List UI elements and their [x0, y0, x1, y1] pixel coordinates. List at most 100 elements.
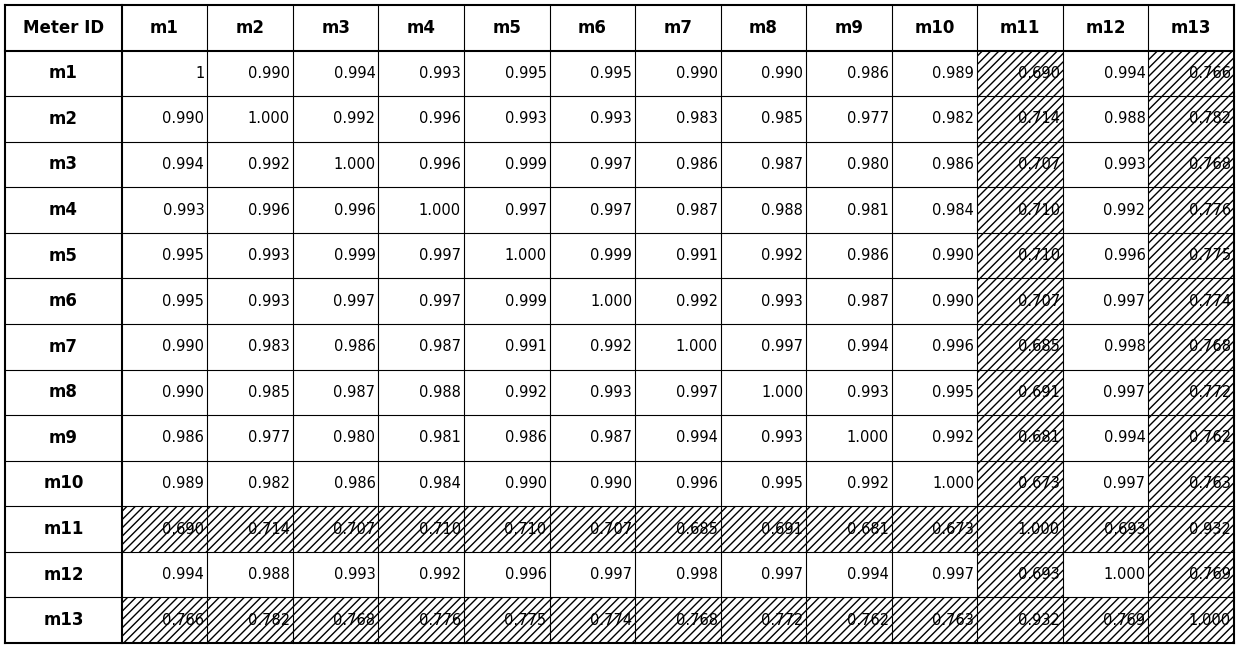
Bar: [978, 5, 1063, 51]
Text: m7: m7: [663, 19, 693, 37]
Bar: [550, 506, 636, 552]
Bar: [1063, 96, 1149, 142]
Bar: [892, 96, 978, 142]
Bar: [1149, 187, 1234, 233]
Text: 0.988: 0.988: [1104, 111, 1145, 126]
Text: 0.997: 0.997: [761, 340, 803, 354]
Bar: [1149, 279, 1234, 324]
Text: 0.982: 0.982: [248, 476, 290, 491]
Text: 0.997: 0.997: [419, 248, 461, 263]
Text: 0.775: 0.775: [504, 613, 546, 628]
Text: m1: m1: [150, 19, 178, 37]
Text: 0.993: 0.993: [162, 203, 204, 218]
Bar: [1063, 279, 1149, 324]
Text: 0.994: 0.994: [162, 567, 204, 582]
Text: 0.768: 0.768: [675, 613, 717, 628]
Bar: [378, 369, 463, 415]
Bar: [463, 552, 550, 597]
Bar: [463, 51, 550, 96]
Bar: [463, 96, 550, 142]
Bar: [292, 415, 378, 461]
Text: m5: m5: [492, 19, 522, 37]
Text: 0.774: 0.774: [1189, 294, 1232, 308]
Text: 0.707: 0.707: [333, 522, 375, 537]
Bar: [978, 415, 1063, 461]
Text: 0.987: 0.987: [846, 294, 888, 308]
Text: 0.986: 0.986: [675, 157, 717, 172]
Text: 0.995: 0.995: [933, 385, 974, 400]
Text: 0.768: 0.768: [1189, 157, 1232, 172]
Bar: [292, 5, 378, 51]
Text: m9: m9: [48, 429, 78, 447]
Bar: [1149, 461, 1234, 506]
Bar: [550, 233, 636, 279]
Text: 0.984: 0.984: [419, 476, 461, 491]
Text: 0.693: 0.693: [1018, 567, 1059, 582]
Bar: [721, 324, 807, 369]
Bar: [550, 5, 636, 51]
Text: m11: m11: [43, 520, 83, 538]
Bar: [721, 233, 807, 279]
Bar: [463, 142, 550, 187]
Text: 0.994: 0.994: [1104, 430, 1145, 445]
Bar: [550, 187, 636, 233]
Bar: [463, 233, 550, 279]
Text: 0.996: 0.996: [504, 567, 546, 582]
Bar: [978, 506, 1063, 552]
Text: 0.987: 0.987: [590, 430, 632, 445]
Text: 0.673: 0.673: [1018, 476, 1059, 491]
Text: 0.690: 0.690: [162, 522, 204, 537]
Text: m2: m2: [48, 110, 78, 128]
Bar: [121, 142, 207, 187]
Text: 0.714: 0.714: [1018, 111, 1059, 126]
Bar: [892, 415, 978, 461]
Bar: [978, 597, 1063, 643]
Text: 0.993: 0.993: [762, 430, 803, 445]
Bar: [636, 5, 721, 51]
Bar: [807, 506, 892, 552]
Text: 0.986: 0.986: [333, 476, 375, 491]
Bar: [207, 233, 292, 279]
Text: 0.996: 0.996: [675, 476, 717, 491]
Bar: [463, 506, 550, 552]
Text: m2: m2: [235, 19, 265, 37]
Bar: [207, 597, 292, 643]
Text: 0.985: 0.985: [761, 111, 803, 126]
Bar: [721, 552, 807, 597]
Bar: [721, 96, 807, 142]
Bar: [1063, 506, 1149, 552]
Bar: [1149, 96, 1234, 142]
Text: 1.000: 1.000: [1103, 567, 1145, 582]
Bar: [1149, 369, 1234, 415]
Text: 0.997: 0.997: [1104, 385, 1145, 400]
Text: 0.990: 0.990: [504, 476, 546, 491]
Bar: [121, 415, 207, 461]
Bar: [636, 369, 721, 415]
Text: 0.997: 0.997: [761, 567, 803, 582]
Text: 0.763: 0.763: [1189, 476, 1232, 491]
Bar: [207, 96, 292, 142]
Text: 0.992: 0.992: [932, 430, 974, 445]
Text: 0.997: 0.997: [590, 157, 632, 172]
Bar: [1063, 233, 1149, 279]
Bar: [292, 461, 378, 506]
Bar: [892, 461, 978, 506]
Bar: [463, 369, 550, 415]
Bar: [807, 5, 892, 51]
Text: 0.681: 0.681: [1018, 430, 1059, 445]
Text: 0.986: 0.986: [847, 66, 888, 81]
Text: 0.992: 0.992: [846, 476, 888, 491]
Bar: [978, 369, 1063, 415]
Text: 0.685: 0.685: [675, 522, 717, 537]
Bar: [978, 324, 1063, 369]
Text: m10: m10: [914, 19, 955, 37]
Bar: [1149, 324, 1234, 369]
Bar: [978, 187, 1063, 233]
Bar: [5, 597, 121, 643]
Bar: [292, 552, 378, 597]
Bar: [1063, 324, 1149, 369]
Bar: [636, 506, 721, 552]
Text: 0.994: 0.994: [1104, 66, 1145, 81]
Text: 0.775: 0.775: [1189, 248, 1232, 263]
Text: 0.993: 0.993: [590, 111, 632, 126]
